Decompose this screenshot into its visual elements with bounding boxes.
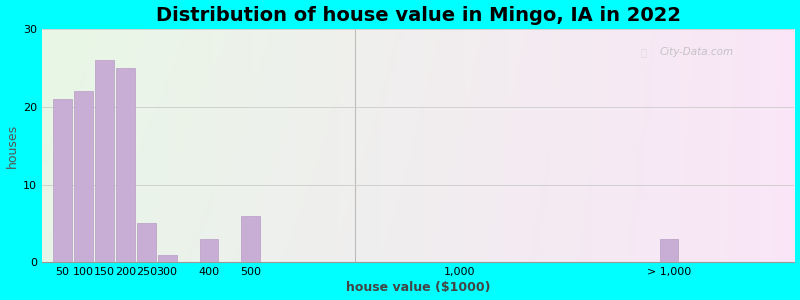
X-axis label: house value ($1000): house value ($1000) bbox=[346, 281, 490, 294]
Bar bbox=[137, 224, 156, 262]
Y-axis label: houses: houses bbox=[6, 124, 18, 168]
Bar bbox=[242, 216, 260, 262]
Bar bbox=[54, 99, 72, 262]
Bar bbox=[95, 60, 114, 262]
Bar bbox=[116, 68, 134, 262]
Bar bbox=[659, 239, 678, 262]
Bar bbox=[74, 91, 93, 262]
Text: 🔍: 🔍 bbox=[641, 47, 647, 57]
Title: Distribution of house value in Mingo, IA in 2022: Distribution of house value in Mingo, IA… bbox=[155, 6, 681, 25]
Text: City-Data.com: City-Data.com bbox=[659, 47, 734, 57]
Bar bbox=[158, 255, 177, 262]
Bar bbox=[199, 239, 218, 262]
